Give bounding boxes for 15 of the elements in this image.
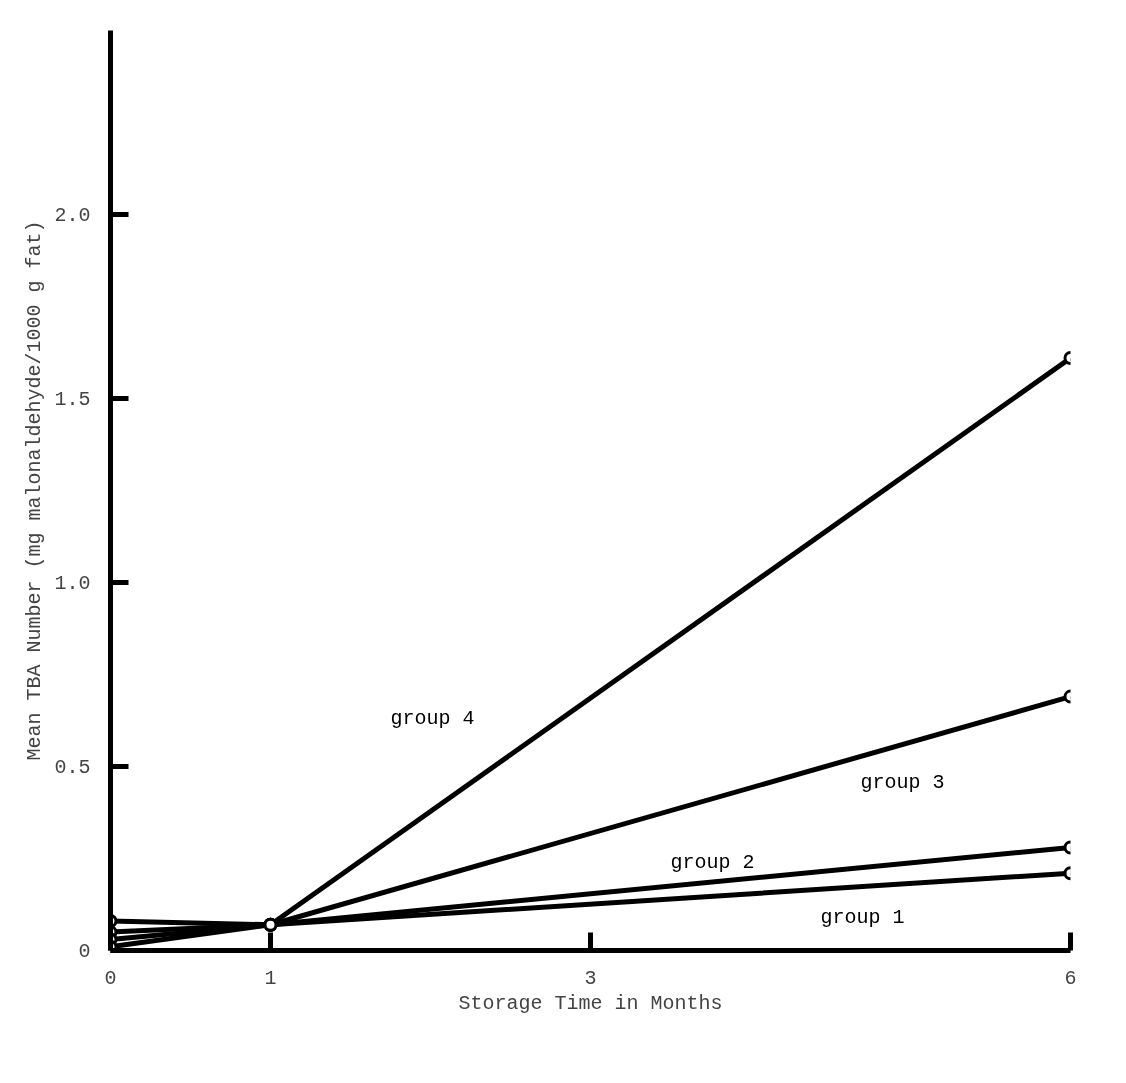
y-tick-label: 1.5 xyxy=(54,388,91,411)
x-tick-label: 0 xyxy=(104,966,117,990)
series-label: group 1 xyxy=(820,905,905,929)
y-tick-label: 1.0 xyxy=(54,572,91,595)
y-tick-label: 0 xyxy=(78,940,91,963)
x-tick-label: 3 xyxy=(584,966,597,990)
series-label: group 2 xyxy=(670,851,755,875)
y-axis-title: Mean TBA Number (mg malonaldehyde/1000 g fat) xyxy=(23,220,47,761)
y-tick-label: 0.5 xyxy=(54,756,91,779)
y-tick-label: 2.0 xyxy=(54,204,91,227)
x-tick-label: 6 xyxy=(1064,966,1077,990)
text: group 4 xyxy=(390,706,475,730)
series-label: group 3 xyxy=(860,770,945,794)
x-tick-label: 1 xyxy=(264,966,277,990)
x-axis-title: Storage Time in Months xyxy=(458,991,723,1015)
